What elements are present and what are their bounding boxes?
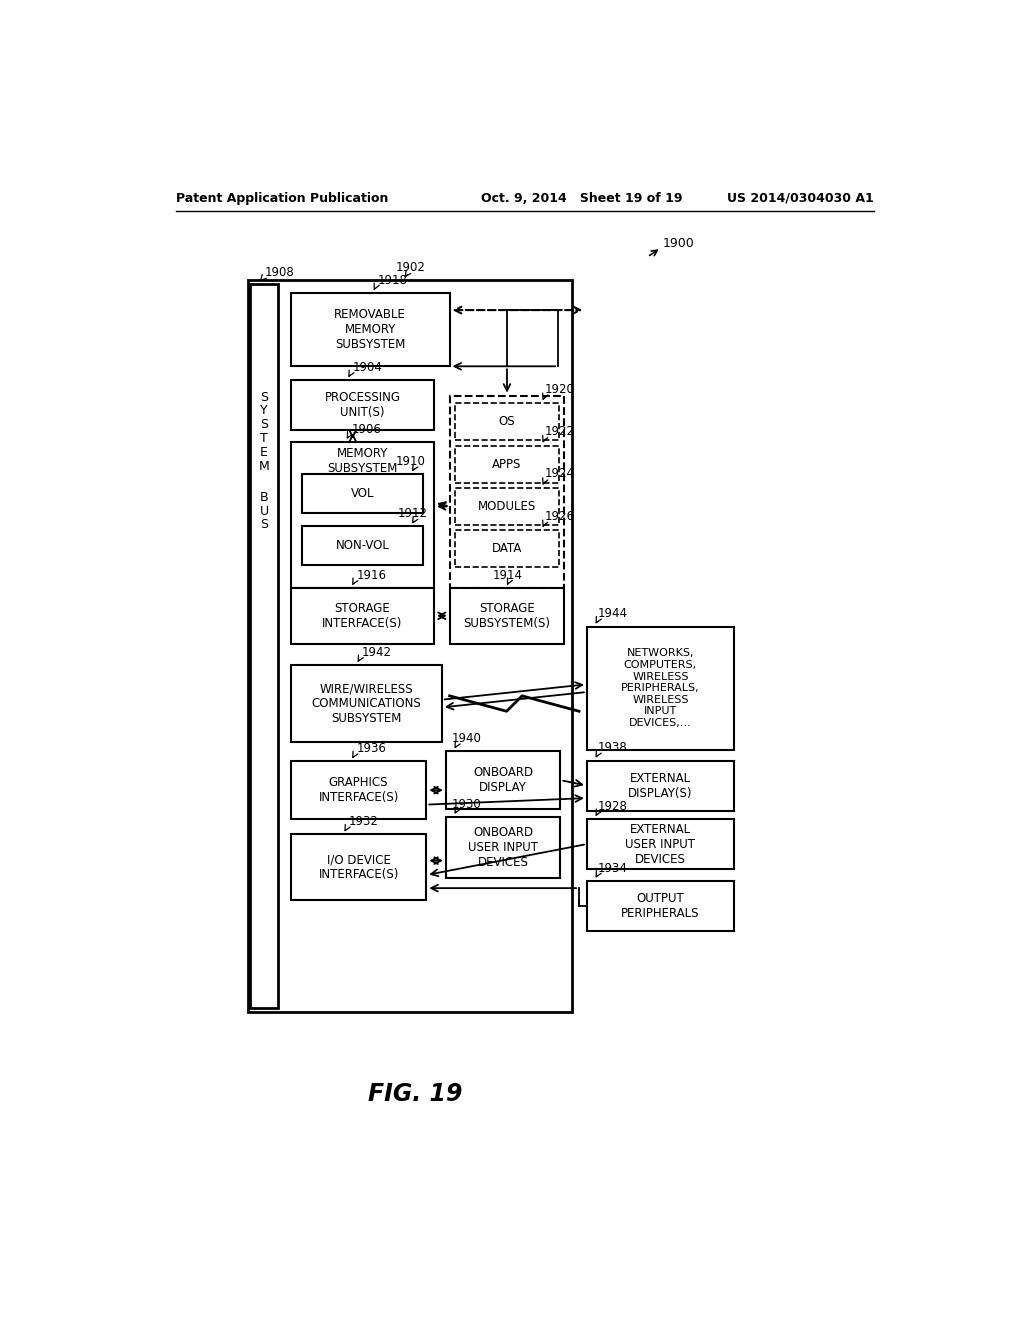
Text: 1932: 1932 [349,816,379,829]
Text: VOL: VOL [350,487,374,500]
Text: 1920: 1920 [545,383,574,396]
Text: 1910: 1910 [395,455,425,469]
Text: 1938: 1938 [598,742,628,755]
Text: Patent Application Publication: Patent Application Publication [176,191,388,205]
Text: OUTPUT
PERIPHERALS: OUTPUT PERIPHERALS [622,892,699,920]
Text: 1934: 1934 [598,862,628,875]
Text: 1918: 1918 [378,275,408,286]
Text: Y: Y [260,404,268,417]
Bar [455,446,559,483]
Text: 1928: 1928 [598,800,628,813]
Text: GRAPHICS
INTERFACE(S): GRAPHICS INTERFACE(S) [318,776,398,804]
Bar [248,280,572,1011]
Text: U: U [259,504,268,517]
Text: US 2014/0304030 A1: US 2014/0304030 A1 [727,191,873,205]
Bar [455,531,559,568]
Bar [445,751,560,809]
Bar [291,665,442,742]
Text: Oct. 9, 2014   Sheet 19 of 19: Oct. 9, 2014 Sheet 19 of 19 [480,191,682,205]
Text: PROCESSING
UNIT(S): PROCESSING UNIT(S) [325,391,400,420]
Text: 1942: 1942 [362,645,392,659]
Bar [291,834,426,900]
Text: 1902: 1902 [396,261,426,275]
Bar [455,404,559,441]
Bar [302,474,423,512]
Text: B: B [260,491,268,504]
Bar [587,880,734,931]
Text: MODULES: MODULES [478,500,537,513]
Text: 1914: 1914 [493,569,522,582]
Text: STORAGE
INTERFACE(S): STORAGE INTERFACE(S) [323,602,402,630]
Text: 1944: 1944 [598,607,628,620]
Text: REMOVABLE
MEMORY
SUBSYSTEM: REMOVABLE MEMORY SUBSYSTEM [334,309,407,351]
Text: STORAGE
SUBSYSTEM(S): STORAGE SUBSYSTEM(S) [464,602,551,630]
Text: 1900: 1900 [663,236,694,249]
Text: DATA: DATA [492,543,522,556]
Bar [251,284,278,1007]
Text: WIRE/WIRELESS
COMMUNICATIONS
SUBSYSTEM: WIRE/WIRELESS COMMUNICATIONS SUBSYSTEM [311,682,421,725]
Text: 1916: 1916 [356,569,387,582]
Text: APPS: APPS [493,458,521,471]
Text: S: S [260,391,268,404]
Text: FIG. 19: FIG. 19 [368,1082,462,1106]
Text: EXTERNAL
USER INPUT
DEVICES: EXTERNAL USER INPUT DEVICES [626,822,695,866]
Bar [291,762,426,818]
Bar [291,442,434,589]
Text: ONBOARD
USER INPUT
DEVICES: ONBOARD USER INPUT DEVICES [468,826,538,869]
Text: 1904: 1904 [352,360,383,374]
Text: 1940: 1940 [452,733,482,744]
Text: MEMORY
SUBSYSTEM: MEMORY SUBSYSTEM [328,447,397,475]
Bar [291,293,450,367]
Bar [450,589,564,644]
Text: 1924: 1924 [545,467,574,480]
Text: 1906: 1906 [351,422,381,436]
Text: 1908: 1908 [264,267,294,280]
Text: M: M [259,459,269,473]
Text: OS: OS [499,416,515,428]
Text: T: T [260,432,268,445]
Text: S: S [260,519,268,532]
Text: ONBOARD
DISPLAY: ONBOARD DISPLAY [473,766,534,795]
Text: 1936: 1936 [356,742,386,755]
Bar [291,380,434,430]
Text: NON-VOL: NON-VOL [336,539,389,552]
Bar [587,818,734,869]
Bar [587,627,734,750]
Bar [302,527,423,565]
Text: 1930: 1930 [452,797,481,810]
Bar [450,396,564,589]
Text: S: S [260,418,268,432]
Text: I/O DEVICE
INTERFACE(S): I/O DEVICE INTERFACE(S) [318,853,398,882]
Bar [291,589,434,644]
Bar [587,760,734,810]
Text: 1912: 1912 [397,507,428,520]
Text: 1926: 1926 [545,510,574,523]
Text: NETWORKS,
COMPUTERS,
WIRELESS
PERIPHERALS,
WIRELESS
INPUT
DEVICES,...: NETWORKS, COMPUTERS, WIRELESS PERIPHERAL… [622,648,699,727]
Text: E: E [260,446,268,459]
Text: EXTERNAL
DISPLAY(S): EXTERNAL DISPLAY(S) [628,772,692,800]
Bar [445,817,560,878]
Text: 1922: 1922 [545,425,574,438]
Bar [455,488,559,525]
